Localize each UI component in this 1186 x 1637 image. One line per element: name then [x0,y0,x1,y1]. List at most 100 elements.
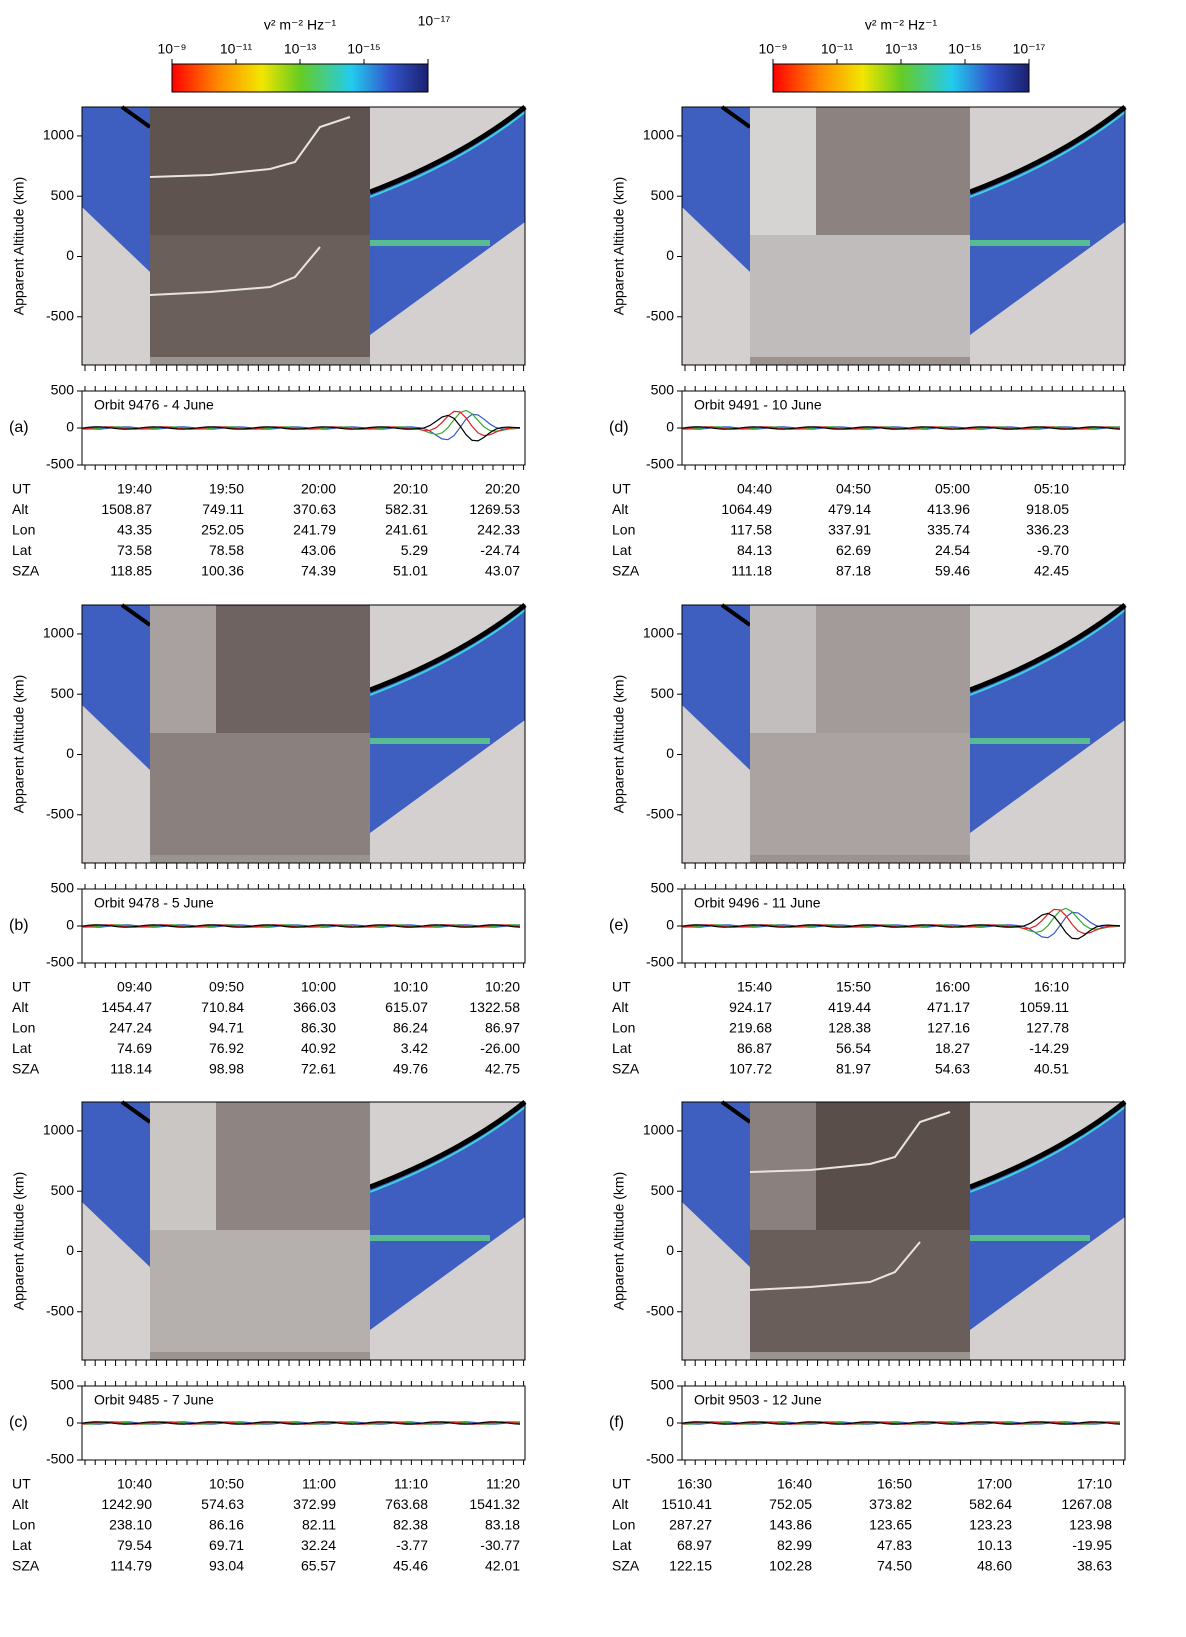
inset-upper-left [750,107,816,235]
field-trace [681,1421,1121,1425]
table-cell: 54.63 [935,1061,970,1077]
table-cell: 335.74 [927,522,970,538]
table-cell: 86.30 [301,1020,336,1036]
y-axis-label: Apparent Altitude (km) [611,177,627,316]
y2-tick-label: 0 [666,1414,674,1430]
table-cell: 72.61 [301,1061,336,1077]
inset-strip [750,855,970,863]
ionosphere-band [970,1235,1090,1241]
inset-trace [749,1241,921,1291]
table-cell: 74.69 [117,1040,152,1056]
table-row-label: UT [612,1476,631,1492]
table-row-label: Alt [612,999,628,1015]
table-row-label: Alt [12,1496,28,1512]
panel-title: Orbit 9485 - 7 June [94,1392,214,1408]
table-cell: 100.36 [201,563,244,579]
table-cell: 1510.41 [661,1496,712,1512]
spectrogram-frame [81,106,526,366]
colorbar-tick-label: 10⁻¹⁷ [1013,41,1046,57]
table-row-label: UT [612,979,631,995]
horizon-curve [369,105,527,195]
table-cell: 69.71 [209,1537,244,1553]
y2-tick-label: 500 [51,382,75,398]
table-cell: 87.18 [836,563,871,579]
table-cell: 09:40 [117,979,152,995]
field-trace [681,1421,1121,1425]
ionosphere-band [370,1235,490,1241]
table-cell: 82.99 [777,1537,812,1553]
y-tick-label: 0 [666,247,674,263]
table-cell: 10:50 [209,1476,244,1492]
table-row-label: Lat [612,1537,632,1553]
table-cell: -3.77 [396,1537,428,1553]
table-cell: 74.50 [877,1558,912,1574]
y-tick-label: 1000 [43,625,74,641]
table-cell: 247.24 [109,1020,152,1036]
table-cell: 1269.53 [469,501,520,517]
table-cell: 81.97 [836,1061,871,1077]
y2-tick-label: 0 [66,917,74,933]
y2-tick-label: -500 [646,456,674,472]
inset-upper-left [750,605,816,733]
panel: Apparent Altitude (km)-50005001000-50005… [609,105,1127,579]
y2-tick-label: 500 [51,880,75,896]
table-cell: 10:20 [485,979,520,995]
panel-label: (b) [9,917,29,934]
table-cell: 123.23 [969,1517,1012,1533]
right-wedge [370,605,525,833]
horizon-edge [369,1106,526,1193]
y-tick-label: 500 [51,1182,75,1198]
right-wedge [970,1102,1125,1330]
table-cell: 83.18 [485,1517,520,1533]
table-row-label: SZA [12,1061,40,1077]
table-cell: 65.57 [301,1558,336,1574]
table-cell: 574.63 [201,1496,244,1512]
y-tick-label: 1000 [643,127,674,143]
table-cell: 114.79 [110,1558,152,1574]
panel-title: Orbit 9503 - 12 June [694,1392,822,1408]
table-cell: 336.23 [1026,522,1069,538]
inset-lower [750,1230,970,1360]
table-cell: 19:50 [209,481,244,497]
table-cell: 1059.11 [1019,999,1069,1015]
table-cell: 78.58 [209,542,244,558]
y-tick-label: 0 [666,745,674,761]
field-trace [681,426,1121,430]
table-cell: 337.91 [828,522,871,538]
y2-tick-label: -500 [46,954,74,970]
table-cell: 98.98 [209,1061,244,1077]
table-cell: 47.83 [877,1537,912,1553]
table-cell: 1454.47 [101,999,152,1015]
table-cell: 479.14 [828,501,871,517]
table-row-label: SZA [12,563,40,579]
spectrogram-frame [681,106,1126,366]
y-axis-label: Apparent Altitude (km) [611,1172,627,1311]
table-cell: 1322.58 [469,999,520,1015]
colorbar-tick-label: 10⁻¹⁷ [418,13,451,29]
table-cell: 18.27 [935,1040,970,1056]
field-trace [81,1421,521,1425]
field-trace [681,426,1121,430]
table-cell: 43.35 [117,522,152,538]
ionosphere-band [370,240,490,246]
table-row-label: Lat [12,542,32,558]
horizon-curve [369,1100,527,1190]
y-tick-label: 500 [651,685,675,701]
table-cell: -24.74 [480,542,520,558]
horizon-curve [969,1100,1127,1190]
table-cell: 38.63 [1077,1558,1112,1574]
ionosphere-band [970,738,1090,744]
table-cell: 287.27 [669,1517,712,1533]
table-cell: 370.63 [293,501,336,517]
table-cell: 413.96 [927,501,970,517]
table-cell: -9.70 [1037,542,1069,558]
panel-label: (c) [9,1414,28,1431]
inset-strip [750,1352,970,1360]
y-tick-label: -500 [46,307,74,323]
table-cell: -26.00 [480,1040,520,1056]
table-cell: 752.05 [769,1496,812,1512]
table-cell: 582.31 [385,501,428,517]
table-row-label: Lat [612,542,632,558]
y-tick-label: -500 [646,1302,674,1318]
y-tick-label: 0 [66,247,74,263]
